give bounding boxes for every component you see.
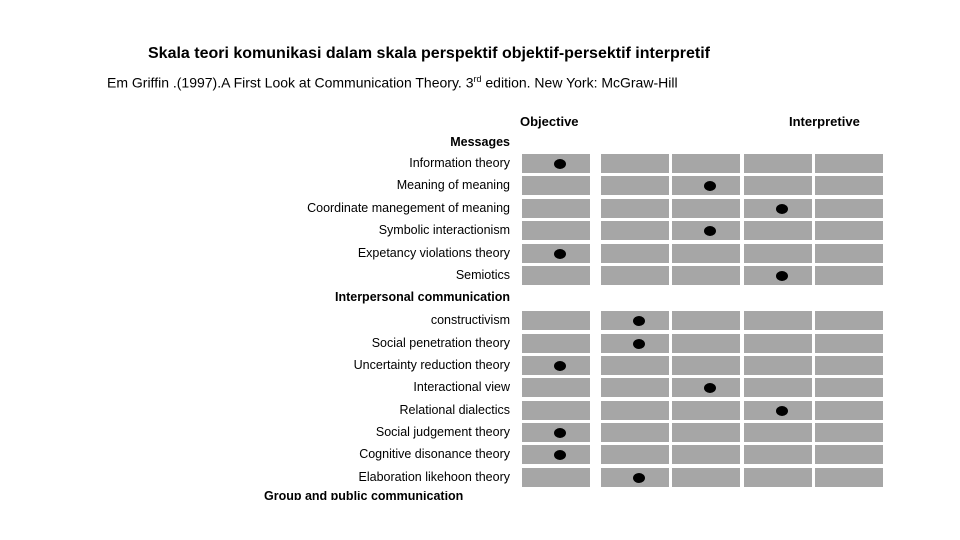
scale-cell [744,445,812,464]
position-marker [554,249,566,259]
scale-cell [815,468,883,487]
position-marker [633,339,645,349]
theory-label: Expetancy violations theory [357,246,510,260]
citation-rest: edition. New York: McGraw-Hill [481,74,678,91]
scale-cell [522,199,590,218]
scale-cell [744,378,812,397]
scale-cell [744,154,812,173]
scale-cell [672,311,740,330]
scale-cell [672,445,740,464]
section-title: Interpersonal communication [334,290,510,304]
scale-cell [522,266,590,285]
theory-label: Social penetration theory [371,336,510,350]
objective-label: Objective [520,114,579,129]
scale-cell [815,401,883,420]
scale-cell [672,266,740,285]
position-marker [554,428,566,438]
position-marker [633,473,645,483]
scale-cell [601,356,669,375]
theory-label: Social judgement theory [375,425,510,439]
page-title: Skala teori komunikasi dalam skala persp… [148,45,710,62]
scale-cell [601,401,669,420]
scale-cell [744,356,812,375]
cutoff-section-header: Group and public communication [264,491,514,500]
scale-cell [744,176,812,195]
scale-cell [601,378,669,397]
theory-label: Symbolic interactionism [378,223,510,237]
theory-label: Uncertainty reduction theory [353,358,510,372]
scale-cell [522,221,590,240]
cutoff-section-title: Group and public communication [264,491,464,500]
scale-cell [601,221,669,240]
theory-label: Elaboration likehoon theory [358,470,511,484]
citation-superscript: rd [473,74,482,84]
scale-cell [601,154,669,173]
scale-cell [672,244,740,263]
scale-cell [815,378,883,397]
theory-label: Interactional view [413,380,510,394]
scale-cell [744,334,812,353]
scale-cell [672,154,740,173]
theory-label: Semiotics [455,268,510,282]
position-marker [633,316,645,326]
section-title: Messages [450,135,510,149]
scale-cell [522,378,590,397]
scale-cell [815,311,883,330]
scale-cell [672,334,740,353]
position-marker [704,383,716,393]
theory-label: Information theory [409,156,510,170]
scale-cell [672,468,740,487]
scale-cell [672,356,740,375]
scale-cell [522,334,590,353]
scale-cell [522,311,590,330]
scale-cell [672,423,740,442]
scale-cell [744,423,812,442]
position-marker [776,271,788,281]
scale-cell [672,199,740,218]
scale-cell [601,199,669,218]
citation: Em Griffin .(1997).A First Look at Commu… [107,74,678,91]
scale-cell [815,266,883,285]
position-marker [704,181,716,191]
scale-cell [815,445,883,464]
scale-cell [522,468,590,487]
scale-cell [522,401,590,420]
theory-label: Meaning of meaning [396,178,510,192]
scale-cell [522,176,590,195]
position-marker [554,159,566,169]
position-marker [776,406,788,416]
position-marker [704,226,716,236]
scale-cell [815,199,883,218]
theory-label: Coordinate manegement of meaning [307,201,510,215]
scale-cell [744,311,812,330]
scale-cell [815,334,883,353]
scale-cell [601,423,669,442]
scale-cell [815,221,883,240]
position-marker [776,204,788,214]
scale-cell [815,244,883,263]
scale-cell [601,176,669,195]
scale-cell [744,468,812,487]
position-marker [554,450,566,460]
position-marker [554,361,566,371]
scale-cell [744,221,812,240]
scale-cell [601,244,669,263]
theory-label: Relational dialectics [399,403,510,417]
scale-cell [815,356,883,375]
scale-cell [601,445,669,464]
citation-main: Em Griffin .(1997).A First Look at Commu… [107,74,474,91]
scale-cell [601,266,669,285]
theory-label: Cognitive disonance theory [359,447,510,461]
interpretive-label: Interpretive [789,114,860,129]
theory-label: constructivism [430,313,510,327]
scale-cell [672,401,740,420]
scale-cell [815,154,883,173]
scale-cell [815,176,883,195]
scale-cell [744,244,812,263]
scale-cell [815,423,883,442]
